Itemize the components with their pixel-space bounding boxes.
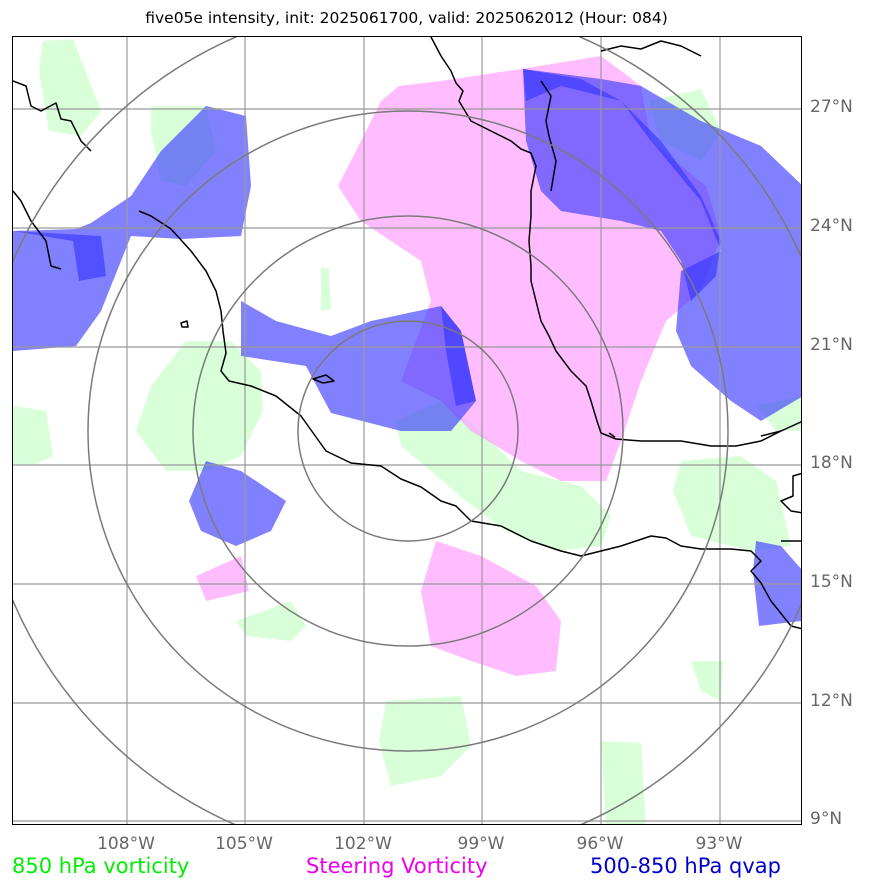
qvap-area bbox=[523, 69, 721, 301]
vort850-area bbox=[321, 266, 331, 311]
range-ring bbox=[297, 320, 519, 542]
map-title: five05e intensity, init: 2025061700, val… bbox=[145, 9, 668, 27]
steering-area bbox=[421, 541, 561, 676]
legend-steering-vorticity: Steering Vorticity bbox=[306, 854, 488, 878]
vort850-area bbox=[39, 39, 101, 136]
qvap-area bbox=[523, 69, 801, 421]
coastline-baja bbox=[13, 80, 92, 152]
qvap-area bbox=[241, 301, 476, 431]
map-canvas bbox=[13, 37, 801, 824]
lat-label: 9°N bbox=[810, 809, 843, 829]
coastline-islands bbox=[180, 320, 782, 438]
vort850-area bbox=[601, 741, 646, 824]
coastline-mainland bbox=[138, 210, 801, 630]
legend-qvap: 500-850 hPa qvap bbox=[590, 854, 781, 878]
qvap-area bbox=[189, 461, 286, 546]
lat-label: 27°N bbox=[810, 97, 853, 117]
vort850-area bbox=[673, 456, 791, 551]
graticule bbox=[13, 37, 801, 824]
lon-label: 108°W bbox=[97, 834, 155, 854]
lat-label: 18°N bbox=[810, 453, 853, 473]
vort850-area bbox=[236, 601, 306, 641]
vort850-area bbox=[136, 341, 263, 471]
coastline-florida bbox=[540, 80, 557, 192]
lon-label: 102°W bbox=[334, 834, 392, 854]
lon-label: 96°W bbox=[576, 834, 624, 854]
range-rings bbox=[13, 37, 801, 824]
lon-label: 105°W bbox=[215, 834, 273, 854]
lat-label: 21°N bbox=[810, 335, 853, 355]
coastline bbox=[13, 37, 801, 630]
qvap-area bbox=[441, 306, 476, 406]
coastline-baja2 bbox=[13, 190, 62, 270]
map-frame bbox=[12, 36, 802, 825]
lon-label: 99°W bbox=[457, 834, 505, 854]
coastline-cuba bbox=[780, 472, 801, 514]
coastline-gulf bbox=[430, 37, 801, 447]
range-ring bbox=[87, 110, 729, 752]
vort850-area bbox=[691, 661, 723, 701]
vort850-area bbox=[13, 406, 53, 466]
lat-label: 12°N bbox=[810, 691, 853, 711]
lat-label: 24°N bbox=[810, 216, 853, 236]
steering-area bbox=[196, 556, 249, 601]
legend-850-vorticity: 850 hPa vorticity bbox=[12, 854, 190, 878]
qvap-area bbox=[13, 231, 106, 281]
vort850-area bbox=[379, 696, 471, 786]
vort850-area bbox=[396, 401, 611, 551]
range-ring bbox=[192, 215, 624, 647]
vort850-layer bbox=[13, 39, 801, 824]
lat-label: 15°N bbox=[810, 572, 853, 592]
lon-label: 93°W bbox=[695, 834, 743, 854]
coastline-yucatan bbox=[600, 40, 702, 57]
